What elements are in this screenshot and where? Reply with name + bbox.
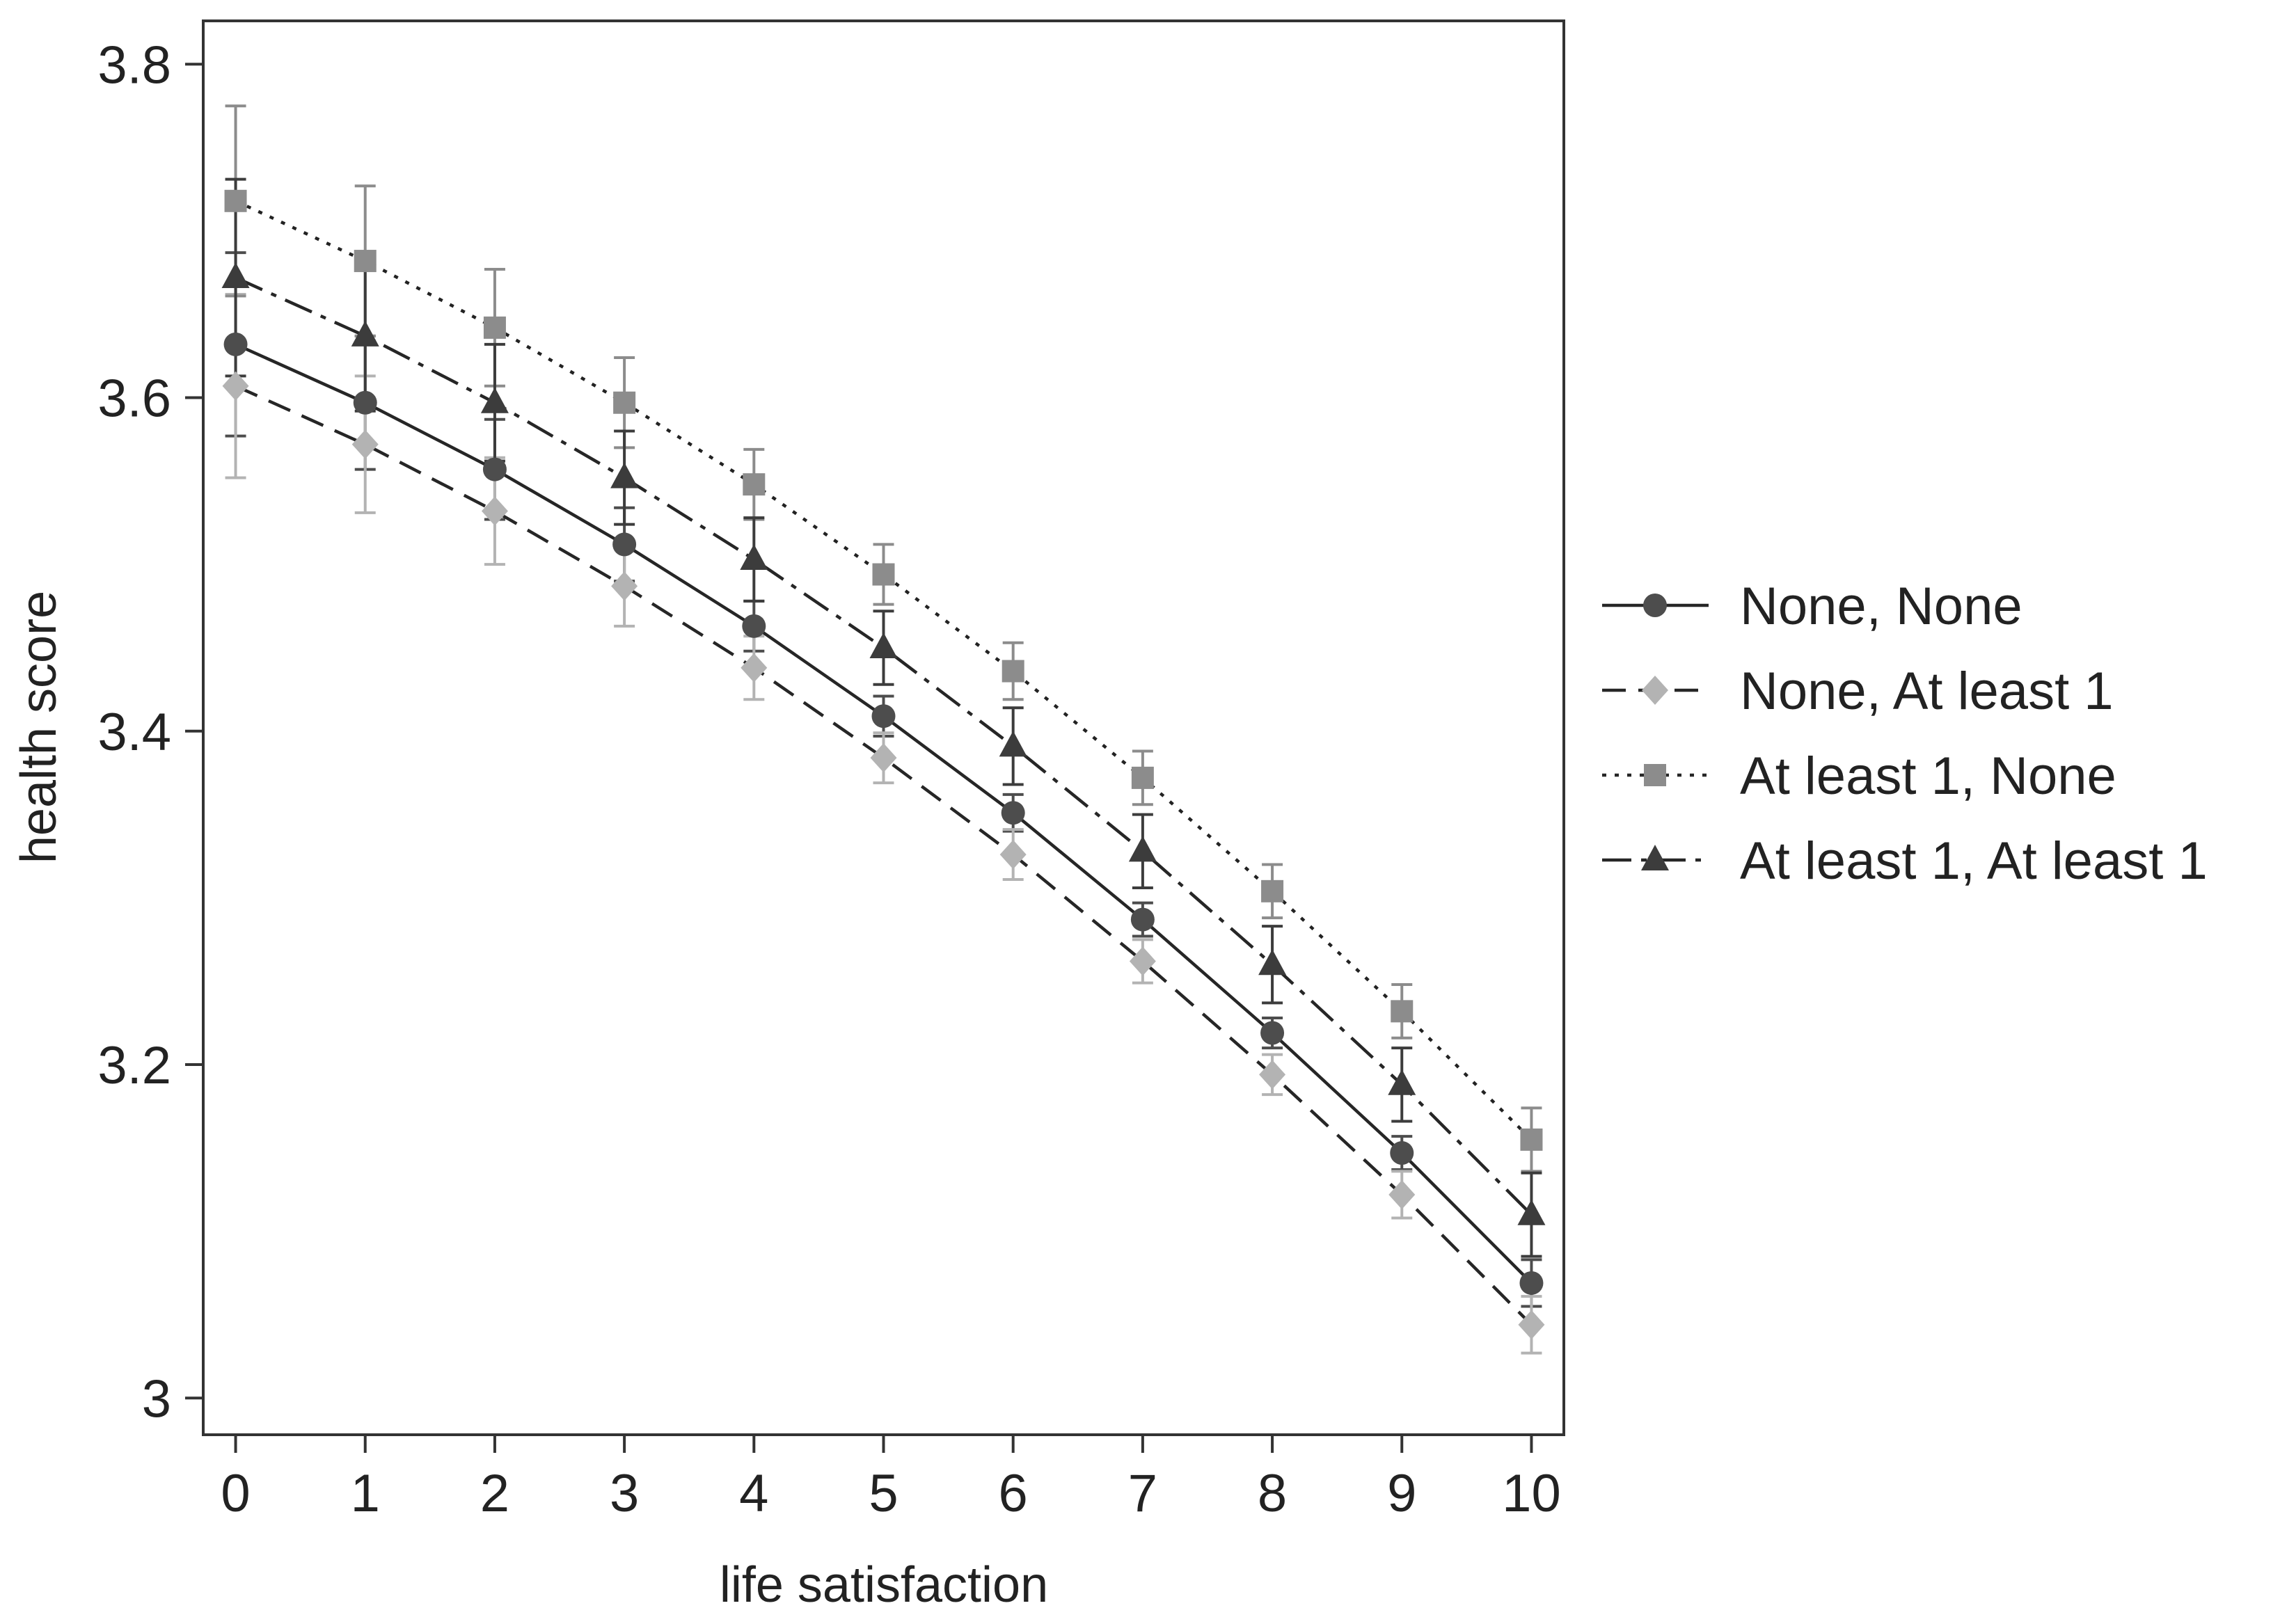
data-point bbox=[1001, 801, 1025, 825]
data-point bbox=[1520, 1128, 1543, 1151]
y-tick-label: 3.8 bbox=[97, 35, 171, 95]
data-point bbox=[1260, 1021, 1285, 1045]
legend-label: None, At least 1 bbox=[1740, 662, 2114, 721]
data-point bbox=[742, 614, 766, 638]
data-point bbox=[741, 653, 768, 683]
x-tick-label: 1 bbox=[351, 1464, 380, 1523]
data-point bbox=[612, 532, 637, 557]
legend-label: At least 1, None bbox=[1740, 747, 2116, 806]
data-point bbox=[224, 189, 247, 212]
data-point bbox=[1519, 1271, 1544, 1295]
y-tick-label: 3.4 bbox=[97, 703, 171, 762]
data-point bbox=[1517, 1199, 1546, 1225]
x-tick-label: 7 bbox=[1128, 1464, 1157, 1523]
data-point bbox=[999, 731, 1027, 757]
legend-entry: At least 1, None bbox=[1602, 747, 2116, 806]
data-point bbox=[351, 429, 379, 459]
data-point bbox=[1258, 949, 1287, 976]
y-tick-label: 3.2 bbox=[97, 1036, 171, 1095]
data-point bbox=[223, 332, 248, 356]
data-point bbox=[1388, 1069, 1416, 1095]
data-point bbox=[1129, 946, 1156, 976]
data-point bbox=[610, 462, 639, 488]
data-point bbox=[1388, 1179, 1416, 1209]
legend-entry: None, At least 1 bbox=[1602, 662, 2114, 721]
data-point bbox=[480, 387, 509, 413]
data-point bbox=[1002, 660, 1024, 683]
x-axis-title: life satisfaction bbox=[720, 1557, 1048, 1613]
legend-marker bbox=[1642, 676, 1668, 705]
data-point bbox=[1259, 1060, 1286, 1090]
data-point bbox=[1131, 766, 1154, 789]
data-point bbox=[869, 632, 898, 658]
legend: None, None None, At least 1 At least 1, No… bbox=[1602, 577, 2208, 891]
legend-entry: At least 1, At least 1 bbox=[1602, 831, 2208, 891]
y-tick-label: 3 bbox=[142, 1369, 171, 1428]
y-tick-label: 3.6 bbox=[97, 369, 171, 429]
series-line bbox=[235, 384, 1533, 1326]
data-point bbox=[613, 391, 636, 414]
x-tick-label: 6 bbox=[999, 1464, 1028, 1523]
series-line bbox=[235, 199, 1533, 1141]
data-point bbox=[1128, 836, 1157, 862]
legend-label: At least 1, At least 1 bbox=[1740, 831, 2208, 891]
data-point bbox=[354, 250, 377, 273]
error-bars bbox=[225, 104, 1542, 1355]
legend-marker bbox=[1643, 594, 1667, 617]
x-tick-label: 2 bbox=[480, 1464, 509, 1523]
data-point bbox=[1391, 1000, 1414, 1023]
x-tick-label: 9 bbox=[1387, 1464, 1416, 1523]
axes: 0 1 2 3 4 5 6 7 8 9 10 3 3.2 3.4 3.6 3.8 bbox=[97, 35, 1560, 1523]
data-point bbox=[611, 571, 638, 601]
data-point bbox=[1261, 879, 1284, 902]
data-point bbox=[740, 543, 768, 570]
legend-marker bbox=[1641, 845, 1669, 870]
y-axis-title: health score bbox=[11, 591, 67, 863]
series-markers bbox=[221, 189, 1546, 1339]
legend-entry: None, None bbox=[1602, 577, 2022, 636]
data-point bbox=[353, 390, 377, 415]
x-tick-label: 5 bbox=[869, 1464, 898, 1523]
data-point bbox=[481, 496, 508, 526]
data-point bbox=[351, 320, 379, 347]
data-point bbox=[1130, 907, 1155, 932]
series-line bbox=[235, 342, 1533, 1284]
data-point bbox=[870, 743, 897, 773]
data-point bbox=[483, 316, 506, 339]
x-tick-label: 4 bbox=[739, 1464, 768, 1523]
data-point bbox=[222, 371, 249, 401]
data-point bbox=[999, 840, 1027, 870]
x-tick-label: 0 bbox=[221, 1464, 250, 1523]
x-tick-label: 10 bbox=[1502, 1464, 1561, 1523]
data-point bbox=[1518, 1309, 1545, 1339]
x-tick-label: 3 bbox=[610, 1464, 639, 1523]
data-point bbox=[221, 262, 250, 289]
data-point bbox=[871, 704, 896, 729]
data-point bbox=[872, 563, 895, 586]
data-point bbox=[1390, 1141, 1414, 1165]
legend-label: None, None bbox=[1740, 577, 2022, 636]
data-point bbox=[482, 457, 507, 481]
data-point bbox=[743, 473, 766, 496]
x-tick-label: 8 bbox=[1258, 1464, 1287, 1523]
legend-marker bbox=[1644, 764, 1666, 786]
